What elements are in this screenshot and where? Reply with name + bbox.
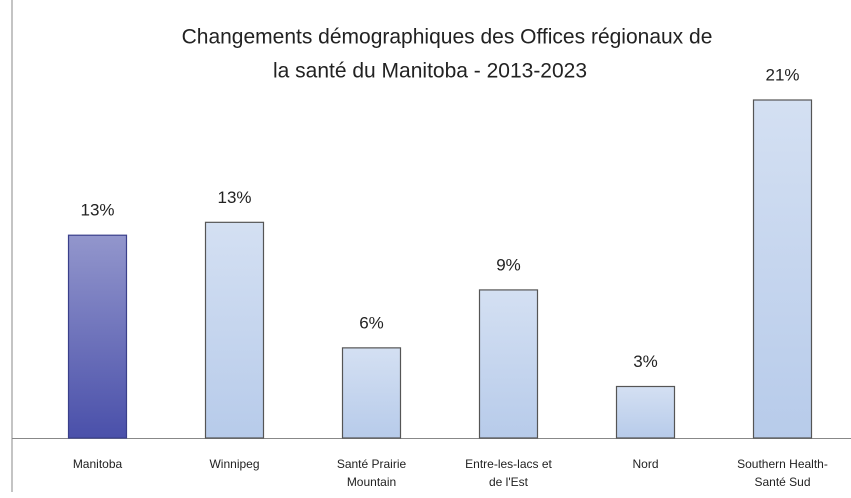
- data-label: 6%: [359, 313, 384, 332]
- bar: [67, 234, 128, 439]
- chart-title: la santé du Manitoba - 2013-2023: [273, 60, 587, 83]
- data-label: 3%: [633, 352, 658, 371]
- bar: [752, 99, 813, 439]
- bar: [341, 347, 402, 439]
- x-tick-label: Nord: [632, 457, 658, 471]
- data-label: 9%: [496, 255, 521, 274]
- bar: [204, 221, 265, 439]
- x-tick-label: Winnipeg: [209, 457, 259, 471]
- x-tick-label: Manitoba: [73, 457, 123, 471]
- data-label: 13%: [80, 201, 114, 220]
- x-tick-label: Mountain: [347, 475, 396, 489]
- bar: [615, 385, 676, 439]
- x-tick-label: Santé Prairie: [337, 457, 407, 471]
- x-tick-label: Entre-les-lacs et: [465, 457, 552, 471]
- x-tick-label: Santé Sud: [754, 475, 810, 489]
- bar: [478, 289, 539, 439]
- data-label: 13%: [217, 188, 251, 207]
- data-label: 21%: [765, 65, 799, 84]
- chart-title: Changements démographiques des Offices r…: [182, 26, 713, 49]
- x-tick-label: de l'Est: [489, 475, 529, 489]
- x-tick-label: Southern Health-: [737, 457, 828, 471]
